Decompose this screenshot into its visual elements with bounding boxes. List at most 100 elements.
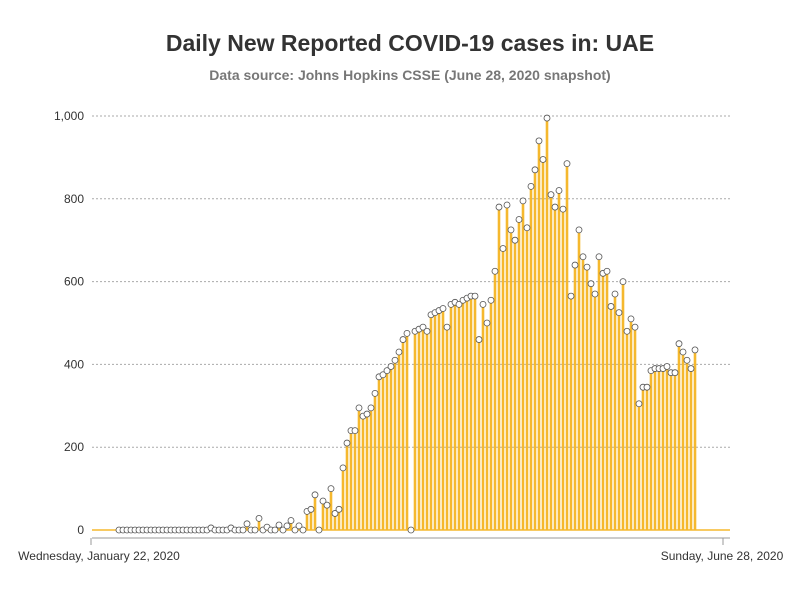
data-point — [299, 526, 307, 534]
data-point — [539, 156, 547, 163]
data-point — [455, 300, 463, 308]
data-point — [367, 404, 375, 412]
bar-series — [209, 118, 697, 531]
bar — [461, 300, 465, 530]
bar — [533, 169, 537, 530]
data-point — [607, 303, 615, 310]
bar — [693, 349, 697, 530]
data-point — [687, 365, 695, 372]
data-point — [483, 319, 491, 327]
bar — [437, 310, 441, 530]
bar — [625, 331, 629, 530]
bar — [581, 256, 585, 530]
data-point — [675, 340, 683, 348]
bar — [497, 207, 501, 530]
data-point — [419, 323, 427, 331]
bar — [473, 296, 477, 530]
data-point — [307, 505, 315, 513]
bar — [365, 414, 369, 530]
bar — [673, 372, 677, 530]
y-tick-label: 0 — [77, 523, 84, 537]
bar — [373, 393, 377, 530]
bar — [329, 488, 333, 530]
bar — [561, 209, 565, 530]
bar — [621, 281, 625, 530]
bar — [549, 194, 553, 530]
data-point — [251, 526, 259, 534]
data-point — [479, 300, 487, 308]
bar — [385, 370, 389, 530]
bar — [569, 296, 573, 530]
data-point — [439, 305, 447, 312]
data-point — [471, 292, 479, 300]
data-point — [543, 114, 551, 122]
bar — [369, 407, 373, 530]
chart-subtitle: Data source: Johns Hopkins CSSE (June 28… — [209, 67, 611, 83]
bar — [601, 273, 605, 530]
data-point — [503, 201, 511, 209]
bar — [605, 271, 609, 530]
bar — [341, 467, 345, 530]
x-tick-label: Sunday, June 28, 2020 — [661, 549, 784, 563]
data-point — [635, 400, 643, 408]
bar — [445, 327, 449, 530]
data-point — [523, 224, 531, 232]
bar — [465, 298, 469, 530]
data-point — [443, 323, 451, 331]
y-tick-label: 800 — [64, 192, 84, 206]
bar — [677, 343, 681, 530]
bar — [661, 368, 665, 530]
data-point — [595, 253, 603, 261]
bar — [493, 271, 497, 530]
data-point — [395, 348, 403, 356]
bar — [485, 323, 489, 530]
bar — [397, 351, 401, 530]
data-point — [671, 369, 679, 377]
bar — [637, 403, 641, 530]
bar — [617, 312, 621, 530]
bar — [325, 505, 329, 530]
data-point — [279, 526, 287, 534]
bar — [681, 351, 685, 530]
bar — [305, 511, 309, 530]
bar — [353, 430, 357, 530]
bar — [357, 407, 361, 530]
bar — [401, 339, 405, 530]
bar — [565, 163, 569, 531]
bar — [289, 520, 293, 530]
data-point — [403, 329, 411, 337]
bar — [541, 159, 545, 530]
bar — [653, 368, 657, 530]
bar — [633, 327, 637, 530]
data-point — [499, 245, 507, 252]
data-point — [611, 290, 619, 298]
chart-title: Daily New Reported COVID-19 cases in: UA… — [165, 30, 655, 56]
bar — [457, 304, 461, 530]
axes: 0 200 400 600 800 1,000 Wednesday, January 22,… — [18, 109, 783, 563]
data-point — [239, 526, 247, 534]
bar — [449, 304, 453, 530]
data-point — [295, 522, 303, 530]
data-point — [491, 267, 499, 275]
data-point — [683, 356, 691, 364]
bar — [577, 229, 581, 530]
y-tick-label: 200 — [64, 440, 84, 454]
data-point — [591, 290, 599, 298]
data-point — [535, 137, 543, 145]
bar — [649, 370, 653, 530]
data-point — [575, 226, 583, 234]
data-point — [511, 236, 519, 244]
bar — [597, 256, 601, 530]
data-point — [663, 363, 671, 370]
bar — [513, 240, 517, 530]
bar — [425, 331, 429, 530]
data-point — [679, 348, 687, 356]
bar — [361, 416, 365, 530]
bar — [501, 248, 505, 531]
bar — [609, 306, 613, 530]
bar — [489, 300, 493, 530]
data-point — [579, 253, 587, 261]
bar — [377, 376, 381, 530]
data-point — [311, 491, 319, 499]
